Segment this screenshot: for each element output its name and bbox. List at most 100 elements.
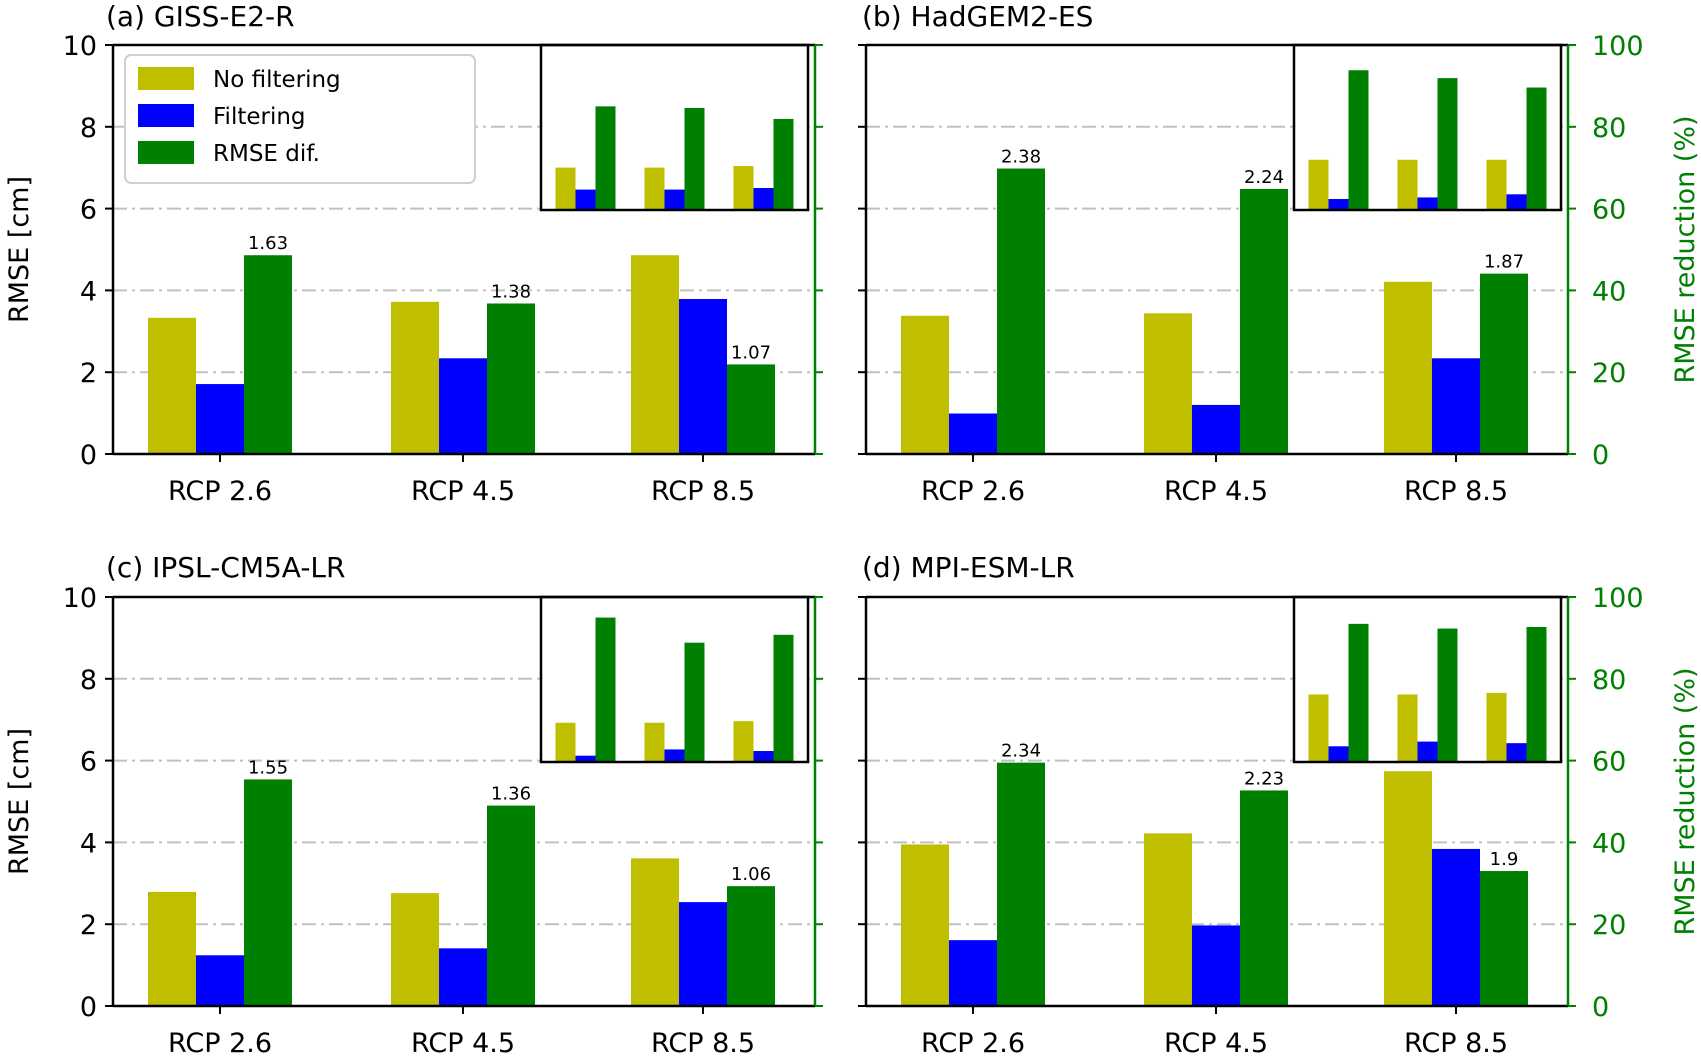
panel-b-title: (b) HadGEM2-ES (862, 0, 1093, 33)
panel-c-ytick-label: 2 (80, 910, 97, 941)
panel-d-title: (d) MPI-ESM-LR (862, 551, 1075, 584)
panel-c-ytick-label: 10 (63, 583, 97, 614)
panel-b-bar-no-filtering-2 (1144, 313, 1192, 454)
panel-b-y2label: RMSE reduction (%) (1670, 115, 1701, 383)
panel-a-xtick-label: RCP 4.5 (411, 476, 515, 507)
panel-b-bar-rmse-dif-3 (1480, 273, 1528, 454)
legend-label-rmse-dif: RMSE dif. (213, 141, 320, 167)
panel-c-bar-label-2: 1.36 (491, 784, 531, 805)
legend-label-filtering: Filtering (213, 104, 306, 130)
panel-d-xtick-label: RCP 4.5 (1164, 1028, 1268, 1059)
panel-b-bar-no-filtering-3 (1384, 281, 1432, 454)
panel-a-bar-no-filtering-1 (148, 317, 196, 454)
panel-c-bar-filtering-2 (439, 948, 487, 1006)
panel-d-bar-filtering-2 (1192, 925, 1240, 1006)
panel-c-bar-filtering-3 (679, 902, 727, 1006)
panel-b-y2tick-label: 0 (1592, 440, 1609, 471)
panel-a-ylabel: RMSE [cm] (4, 176, 35, 323)
panel-c-bar-no-filtering-3 (631, 858, 679, 1006)
panel-a-ytick-label: 8 (80, 113, 97, 144)
panel-b-inset-bar-no-filtering-3 (1486, 159, 1507, 210)
panel-b-y2tick-label: 60 (1592, 195, 1626, 226)
panel-b-inset-bar-filtering-2 (1417, 197, 1438, 210)
panel-d-bar-no-filtering-2 (1144, 833, 1192, 1006)
panel-c-bar-filtering-1 (196, 955, 244, 1006)
panel-d-inset-bar-no-filtering-2 (1397, 694, 1418, 762)
panel-d-inset-bar-rmse-dif-3 (1526, 626, 1547, 762)
panel-c: 1.55 1.36 1.06 0 2 4 6 8 10 RCP 2.6 RCP 4.5 RCP 8.5… (4, 551, 823, 1059)
panel-a-bar-rmse-dif-1 (244, 255, 292, 454)
panel-d-inset-bar-rmse-dif-2 (1437, 628, 1458, 762)
panel-d-y2tick-label: 60 (1592, 747, 1626, 778)
panel-c-inset-bar-rmse-dif-1 (595, 617, 616, 762)
panel-d-bar-filtering-1 (949, 940, 997, 1006)
panel-a-inset-background (541, 45, 808, 210)
panel-b-xtick-label: RCP 4.5 (1164, 476, 1268, 507)
panel-d-y2tick-label: 0 (1592, 992, 1609, 1023)
panel-a-xtick-label: RCP 8.5 (651, 476, 755, 507)
panel-d-inset-bar-no-filtering-3 (1486, 692, 1507, 762)
panel-b-inset-bar-rmse-dif-2 (1437, 78, 1458, 211)
panel-d-inset-bar-filtering-1 (1328, 746, 1349, 762)
panel-c-title: (c) IPSL-CM5A-LR (106, 551, 346, 584)
panel-c-bar-no-filtering-2 (391, 893, 439, 1006)
panel-a-bar-filtering-2 (439, 358, 487, 454)
legend-frame (124, 54, 476, 184)
panel-d-bar-rmse-dif-1 (997, 762, 1045, 1006)
panel-c-ytick-label: 0 (80, 992, 97, 1023)
panel-c-inset-bar-filtering-3 (753, 751, 774, 762)
panel-c-bar-label-1: 1.55 (248, 757, 288, 778)
panel-d-inset-bar-filtering-3 (1506, 743, 1527, 762)
panel-d-y2tick-label: 80 (1592, 665, 1626, 696)
legend-swatch-no-filtering (138, 67, 194, 90)
panel-b-inset-bar-rmse-dif-3 (1526, 87, 1547, 210)
panel-d-inset-bar-filtering-2 (1417, 741, 1438, 762)
panel-a-ytick-label: 10 (63, 31, 97, 62)
panel-b-bar-filtering-2 (1192, 404, 1240, 454)
panel-a-bar-rmse-dif-3 (727, 364, 775, 454)
panel-b-xtick-label: RCP 8.5 (1404, 476, 1508, 507)
panel-a-inset-bar-no-filtering-2 (644, 167, 665, 210)
panel-a-inset-bar-rmse-dif-1 (595, 106, 616, 210)
legend-swatch-filtering (138, 104, 194, 127)
panel-c-inset-background (541, 597, 808, 762)
panel-a: 1.63 1.38 1.07 0 2 4 6 8 10 RCP 2.6 RCP 4.5 RCP 8.5… (4, 0, 823, 507)
panel-b-bar-filtering-3 (1432, 358, 1480, 454)
panel-d-bar-label-3: 1.9 (1490, 849, 1519, 870)
panel-a-bar-label-1: 1.63 (248, 233, 288, 254)
panel-c-inset-bar-no-filtering-2 (644, 722, 665, 762)
panel-a-bar-no-filtering-2 (391, 301, 439, 454)
panel-d-bar-rmse-dif-2 (1240, 790, 1288, 1006)
panel-a-inset-bar-filtering-3 (753, 188, 774, 210)
panel-a-bar-rmse-dif-2 (487, 303, 535, 454)
panel-b-xtick-label: RCP 2.6 (921, 476, 1025, 507)
panel-d: 2.34 2.23 1.9 0 20 40 60 80 100 RCP 2.6 RCP 4.5 RCP… (858, 551, 1701, 1059)
panel-d-y2tick-label: 20 (1592, 910, 1626, 941)
panel-b-inset-bar-no-filtering-2 (1397, 159, 1418, 210)
panel-a-inset-bar-no-filtering-1 (555, 167, 576, 210)
panel-c-ytick-label: 8 (80, 665, 97, 696)
panel-c-bar-rmse-dif-3 (727, 886, 775, 1006)
panel-a-title: (a) GISS-E2-R (106, 0, 295, 33)
panel-c-inset-bar-rmse-dif-2 (684, 642, 705, 762)
panel-d-inset-bar-no-filtering-1 (1308, 694, 1329, 762)
panel-c-xtick-label: RCP 2.6 (168, 1028, 272, 1059)
legend-swatch-rmse-dif (138, 141, 194, 164)
panel-b-y2tick-label: 100 (1592, 31, 1644, 62)
panel-b-inset-bar-filtering-3 (1506, 194, 1527, 210)
panel-b-inset-background (1294, 45, 1561, 210)
panel-d-bar-label-2: 2.23 (1244, 768, 1284, 789)
panel-a-ytick-label: 6 (80, 195, 97, 226)
panel-c-ytick-label: 4 (80, 828, 97, 859)
panel-b-bar-rmse-dif-1 (997, 168, 1045, 454)
panel-d-inset-background (1294, 597, 1561, 762)
panel-a-inset-bar-filtering-2 (664, 189, 685, 210)
panel-b-bar-filtering-1 (949, 413, 997, 454)
panel-a-bar-filtering-3 (679, 298, 727, 454)
panel-c-ylabel: RMSE [cm] (4, 728, 35, 875)
panel-d-bar-no-filtering-1 (901, 844, 949, 1006)
panel-c-bar-rmse-dif-1 (244, 779, 292, 1006)
panel-d-bar-rmse-dif-3 (1480, 871, 1528, 1006)
panel-c-xtick-label: RCP 4.5 (411, 1028, 515, 1059)
